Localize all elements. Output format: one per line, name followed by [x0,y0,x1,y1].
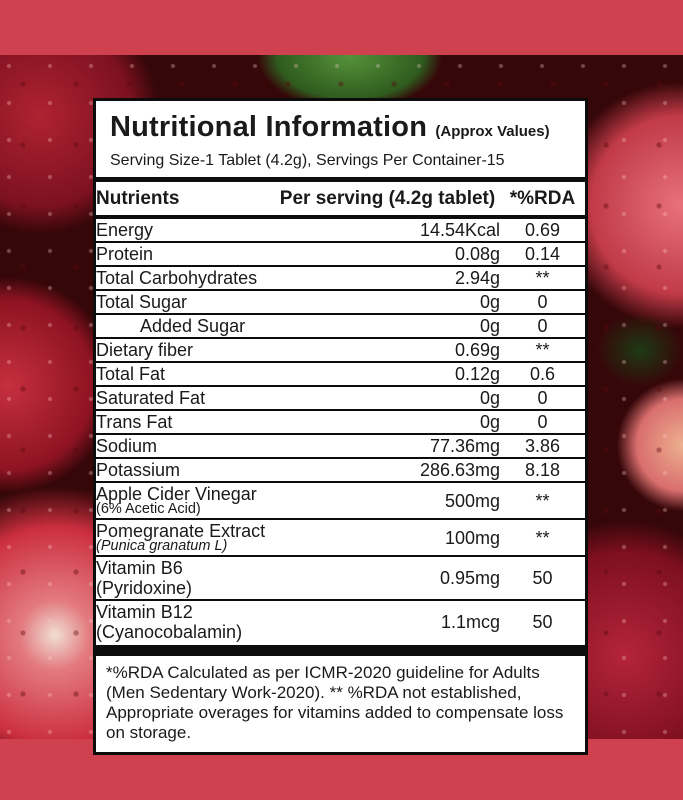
nutrient-name-text: Dietary fiber [96,340,194,360]
nutrient-rda: 50 [500,555,585,600]
column-header-rda: *%RDA [500,177,585,219]
table-row: Pomegranate Extract (Punica granatum L) 1… [96,518,585,556]
nutrient-rda: 3.86 [500,433,585,458]
nutrient-name-text: Saturated Fat [96,388,206,408]
nutrient-amount: 0.12g [275,361,500,386]
nutrient-name: Total Sugar [96,289,275,314]
nutrient-rda: 0.14 [500,241,585,266]
label-title: Nutritional Information (Approx Values) [110,111,571,148]
nutrient-name: Added Sugar [96,313,275,338]
nutrition-label: Nutritional Information (Approx Values) … [93,98,588,755]
nutrient-name-text: Potassium [96,460,181,480]
nutrient-rda: ** [500,518,585,556]
nutrient-rda: 0 [500,289,585,314]
nutrient-name-text: Energy [96,220,154,240]
nutrient-name-text: Apple Cider Vinegar [96,484,257,504]
nutrient-name-text: Total Carbohydrates [96,268,258,288]
nutrient-amount: 286.63mg [275,457,500,482]
nutrient-amount: 0.95mg [275,555,500,600]
label-title-text: Nutritional Information [110,111,428,143]
table-row: Potassium 286.63mg 8.18 [96,457,585,482]
nutrient-rda: 0.6 [500,361,585,386]
nutrient-name-text: Sodium [96,436,158,456]
nutrient-name: Dietary fiber [96,337,275,362]
nutrient-rda: 0 [500,385,585,410]
nutrient-name-text: Vitamin B6 (Pyridoxine) [96,558,193,598]
nutrient-name: Protein [96,241,275,266]
nutrient-rda: ** [500,481,585,519]
nutrient-amount: 100mg [275,518,500,556]
column-header-nutrients: Nutrients [96,177,275,219]
table-row: Total Sugar 0g 0 [96,289,585,314]
nutrient-subname-text: (6% Acetic Acid) [96,501,201,517]
table-row: Energy 14.54Kcal 0.69 [96,217,585,242]
nutrient-amount: 0g [275,409,500,434]
serving-size-line: Serving Size-1 Tablet (4.2g), Servings P… [110,152,505,169]
nutrient-name: Trans Fat [96,409,275,434]
nutrient-amount: 0g [275,385,500,410]
nutrient-amount: 500mg [275,481,500,519]
nutrient-amount: 14.54Kcal [419,220,500,240]
rda-footnote: *%RDA Calculated as per ICMR-2020 guidel… [106,663,564,742]
nutrient-rda: 8.18 [500,457,585,482]
table-row: Total Fat 0.12g 0.6 [96,361,585,386]
nutrient-name: Saturated Fat [96,385,275,410]
nutrient-name-text: Vitamin B12 (Cyanocobalamin) [96,602,243,642]
nutrient-amount: 0g [275,289,500,314]
nutrient-amount: 0.08g [275,241,500,266]
nutrition-table: Nutrients Per serving (4.2g tablet) *%RD… [96,177,585,643]
nutrient-rda: 0 [500,409,585,434]
footnote-divider-bar [96,645,585,656]
nutrient-name-text: Pomegranate Extract [96,521,266,541]
header-row: Nutrients Per serving (4.2g tablet) *%RD… [96,177,585,219]
nutrient-name: Potassium [96,457,275,482]
nutrient-rda: 0 [500,313,585,338]
nutrient-name-text: Trans Fat [96,412,173,432]
nutrient-name: Total Fat [96,361,275,386]
nutrient-amount: 0.69g [275,337,500,362]
label-header: Nutritional Information (Approx Values) … [96,101,585,171]
nutrient-name: Apple Cider Vinegar (6% Acetic Acid) [96,481,275,519]
nutrient-amount: 1.1mcg [275,599,500,643]
nutrient-rda: 0.69 [524,220,561,240]
column-header-per-serving: Per serving (4.2g tablet) [275,177,500,219]
label-title-approx: (Approx Values) [435,123,550,140]
table-row: Protein 0.08g 0.14 [96,241,585,266]
nutrient-amount: 2.94g [275,265,500,290]
table-row: Vitamin B6 (Pyridoxine) 0.95mg 50 [96,555,585,600]
nutrient-amount: 0g [275,313,500,338]
table-row: Total Carbohydrates 2.94g ** [96,265,585,290]
nutrient-rda: ** [500,337,585,362]
table-row: Dietary fiber 0.69g ** [96,337,585,362]
table-row: Added Sugar 0g 0 [96,313,585,338]
table-row: Sodium 77.36mg 3.86 [96,433,585,458]
nutrient-name: Sodium [96,433,275,458]
nutrient-name: Vitamin B6 (Pyridoxine) [96,555,275,600]
nutrient-name: Energy [96,217,275,242]
nutrient-name-text: Protein [96,244,154,264]
nutrient-name: Pomegranate Extract (Punica granatum L) [96,518,275,556]
nutrient-name-text: Total Fat [96,364,166,384]
table-row: Vitamin B12 (Cyanocobalamin) 1.1mcg 50 [96,599,585,643]
nutrition-table-body: Energy 14.54Kcal 0.69 Protein 0.08g 0.14… [96,217,585,643]
table-row: Apple Cider Vinegar (6% Acetic Acid) 500m… [96,481,585,519]
nutrient-name-text: Added Sugar [140,316,246,336]
nutrient-subname-text: (Punica granatum L) [96,538,228,554]
nutrient-name: Total Carbohydrates [96,265,275,290]
table-row: Saturated Fat 0g 0 [96,385,585,410]
nutrient-name: Vitamin B12 (Cyanocobalamin) [96,599,275,643]
nutrient-name-text: Total Sugar [96,292,188,312]
table-row: Trans Fat 0g 0 [96,409,585,434]
top-red-band [0,0,683,55]
nutrient-rda: 50 [500,599,585,643]
nutrient-rda: ** [500,265,585,290]
nutrient-amount: 77.36mg [275,433,500,458]
nutrition-table-head: Nutrients Per serving (4.2g tablet) *%RD… [96,177,585,219]
